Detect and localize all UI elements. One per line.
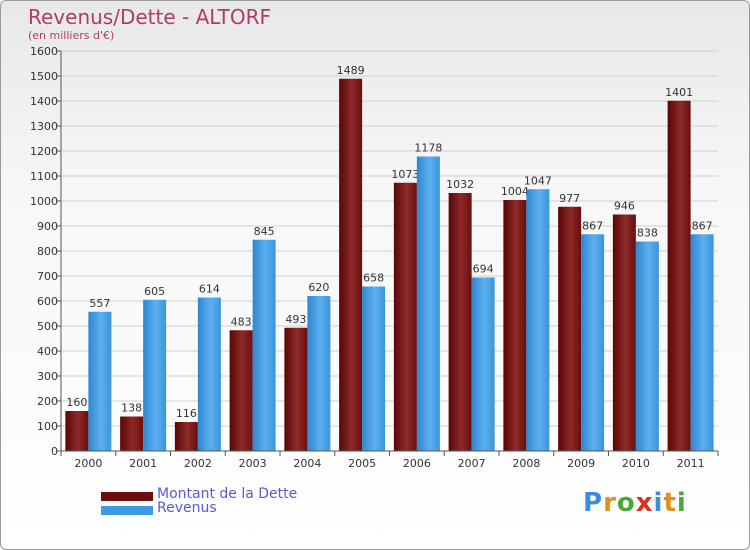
data-label-revenus-2005: 658 [363, 272, 384, 285]
data-label-revenus-2001: 605 [144, 285, 165, 298]
x-axis: 2000 2001 2002 2003 2004 2005 2006 2007 2008 2009… [60, 450, 719, 470]
bar-revenus-2003 [252, 239, 276, 451]
bar-revenus-2011 [690, 234, 714, 451]
data-label-revenus-2011: 867 [692, 219, 713, 232]
logo-letter: r [603, 488, 617, 518]
data-label-debt-2003: 483 [231, 315, 252, 328]
proxiti-logo: Proxiti [583, 488, 687, 518]
x-tick-label: 2010 [622, 457, 650, 470]
y-tick-label: 100 [37, 420, 58, 433]
bar-revenus-2010 [635, 241, 659, 451]
data-label-revenus-2006: 1178 [414, 142, 442, 155]
y-tick-label: 1100 [30, 170, 58, 183]
x-tick-label: 2005 [348, 457, 376, 470]
data-label-debt-2005: 1489 [337, 64, 365, 77]
y-tick-label: 1200 [30, 145, 58, 158]
bar-debt-2003 [229, 330, 253, 451]
data-label-debt-2008: 1004 [501, 185, 529, 198]
bar-debt-2010 [612, 214, 636, 451]
y-tick-label: 400 [37, 345, 58, 358]
legend-swatch-revenus [101, 506, 153, 515]
data-label-revenus-2000: 557 [89, 297, 110, 310]
y-tick-label: 1000 [30, 195, 58, 208]
chart-subtitle: (en milliers d'€) [28, 29, 115, 42]
bar-revenus-2005 [362, 286, 386, 451]
data-label-debt-2001: 138 [121, 402, 142, 415]
bar-revenus-2002 [197, 297, 221, 451]
bar-revenus-2004 [307, 296, 331, 451]
logo-letter: t [663, 488, 677, 518]
data-label-revenus-2003: 845 [254, 225, 275, 238]
x-tick-label: 2004 [293, 457, 321, 470]
bar-debt-2002 [174, 422, 198, 451]
x-tick-label: 2008 [512, 457, 540, 470]
data-label-debt-2002: 116 [176, 407, 197, 420]
x-tick-label: 2000 [74, 457, 102, 470]
x-tick-label: 2006 [403, 457, 431, 470]
legend-label-revenus: Revenus [157, 500, 217, 516]
legend-swatch-dette [101, 492, 153, 501]
y-tick-label: 1300 [30, 120, 58, 133]
bar-debt-2009 [558, 206, 582, 451]
logo-letter: i [653, 488, 664, 518]
y-axis: 0 100 200 300 400 500 600 700 800 900 1000 1100 1200… [30, 45, 62, 458]
x-tick-label: 2001 [129, 457, 157, 470]
x-tick-label: 2011 [677, 457, 705, 470]
data-label-debt-2011: 1401 [665, 86, 693, 99]
bar-debt-2001 [120, 416, 144, 451]
bar-revenus-2006 [416, 156, 440, 451]
logo-letter: o [616, 488, 636, 518]
bar-revenus-2001 [143, 299, 167, 451]
y-tick-label: 700 [37, 270, 58, 283]
bars: 160 557 138 605 116 614 483 845 493 620 1489 658 107… [65, 64, 714, 451]
data-label-revenus-2009: 867 [582, 219, 603, 232]
logo-letter: i [676, 488, 687, 518]
data-label-debt-2009: 977 [559, 192, 580, 205]
logo-letter: P [583, 488, 604, 518]
data-label-revenus-2007: 694 [473, 263, 494, 276]
y-tick-label: 600 [37, 295, 58, 308]
logo-letter: x [635, 488, 654, 518]
bar-debt-2011 [667, 100, 691, 451]
data-label-revenus-2004: 620 [308, 281, 329, 294]
bar-revenus-2000 [88, 311, 112, 451]
y-tick-label: 800 [37, 245, 58, 258]
legend-label-dette: Montant de la Dette [157, 486, 298, 502]
data-label-debt-2000: 160 [66, 396, 87, 409]
chart-title: Revenus/Dette - ALTORF [28, 5, 272, 29]
bar-debt-2005 [339, 78, 363, 451]
data-label-revenus-2010: 838 [637, 227, 658, 240]
x-tick-label: 2002 [184, 457, 212, 470]
bar-debt-2004 [284, 327, 308, 451]
y-tick-label: 1500 [30, 70, 58, 83]
bar-revenus-2009 [581, 234, 605, 451]
x-tick-label: 2007 [458, 457, 486, 470]
x-tick-label: 2003 [239, 457, 267, 470]
y-tick-label: 1600 [30, 45, 58, 58]
bar-debt-2007 [448, 193, 472, 451]
data-label-revenus-2008: 1047 [524, 174, 552, 187]
bar-debt-2006 [393, 182, 417, 451]
y-tick-label: 1400 [30, 95, 58, 108]
y-tick-label: 500 [37, 320, 58, 333]
x-tick-label: 2009 [567, 457, 595, 470]
data-label-debt-2010: 946 [614, 200, 635, 213]
data-label-revenus-2002: 614 [199, 283, 220, 296]
y-tick-label: 200 [37, 395, 58, 408]
bar-revenus-2008 [526, 189, 550, 451]
y-tick-label: 0 [51, 445, 58, 458]
data-label-debt-2004: 493 [285, 313, 306, 326]
bar-debt-2000 [65, 411, 89, 451]
data-label-debt-2007: 1032 [446, 178, 474, 191]
y-tick-label: 300 [37, 370, 58, 383]
data-label-debt-2006: 1073 [391, 168, 419, 181]
bar-debt-2008 [503, 200, 527, 451]
bar-revenus-2007 [471, 277, 495, 451]
y-tick-label: 900 [37, 220, 58, 233]
